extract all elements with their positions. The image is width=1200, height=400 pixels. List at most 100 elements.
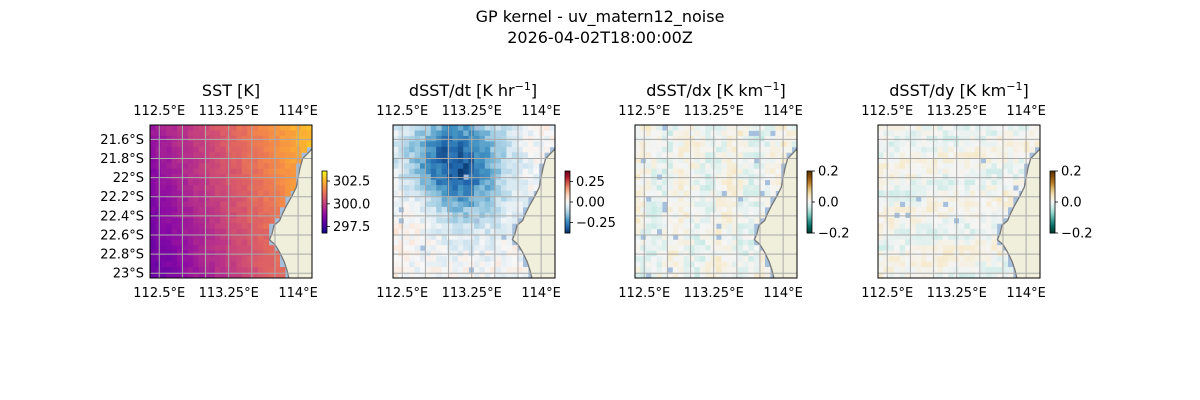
heatmap-cell [214, 245, 221, 252]
heatmap-cell [899, 245, 906, 252]
heatmap-cell [645, 163, 652, 170]
heatmap-cell [171, 168, 178, 175]
heatmap-cell [716, 179, 722, 186]
lat-tick-label: 22.6°S [100, 228, 144, 243]
heatmap-cell [726, 130, 733, 137]
heatmap-cell [425, 190, 432, 197]
heatmap-cell [160, 245, 167, 252]
heatmap-cell [295, 152, 302, 159]
colorbar-step [322, 177, 327, 180]
heatmap-cell [506, 146, 513, 153]
heatmap-cell [247, 179, 253, 186]
heatmap-cell [198, 261, 205, 268]
heatmap-cell [899, 206, 906, 213]
heatmap-cell [252, 201, 259, 208]
colorbar-1: 0.250.00−0.25 [564, 170, 616, 234]
heatmap-cell [721, 201, 728, 208]
heatmap-cell [425, 261, 432, 268]
heatmap-cell [231, 163, 237, 170]
heatmap-cell [1007, 163, 1014, 170]
colorbar-step [322, 193, 327, 197]
heatmap-cell [921, 261, 927, 268]
heatmap-cell [921, 201, 927, 208]
heatmap-cell [1013, 130, 1019, 137]
heatmap-cell [204, 163, 210, 170]
heatmap-cell [204, 261, 210, 268]
heatmap-cell [964, 190, 971, 197]
heatmap-cell [268, 185, 275, 191]
heatmap-cell [533, 163, 540, 170]
heatmap-cell [775, 179, 782, 186]
heatmap-cell [975, 267, 981, 273]
heatmap-cell [490, 196, 496, 202]
heatmap-cell [160, 168, 167, 175]
heatmap-cell [910, 141, 917, 148]
heatmap-cell [948, 201, 954, 208]
heatmap-cell [959, 179, 965, 186]
heatmap-cell [721, 196, 728, 202]
heatmap-cell [214, 234, 221, 241]
heatmap-cell [258, 179, 264, 186]
heatmap-cell [964, 239, 971, 246]
heatmap-cell [964, 152, 971, 159]
colorbar-step [1050, 175, 1055, 178]
heatmap-cell [414, 163, 421, 170]
heatmap-cell [716, 146, 722, 153]
heatmap-cell [279, 130, 286, 137]
heatmap-cell [640, 223, 647, 230]
heatmap-cell [667, 141, 674, 148]
heatmap-cell [743, 234, 749, 241]
heatmap-cell [474, 163, 480, 170]
heatmap-cell [495, 217, 502, 224]
heatmap-cell [511, 196, 518, 202]
heatmap-cell [495, 245, 502, 252]
heatmap-cell [716, 206, 722, 213]
heatmap-cell [980, 179, 987, 186]
heatmap-cell [430, 272, 437, 278]
heatmap-cell [888, 196, 895, 202]
heatmap-cell [969, 228, 976, 235]
heatmap-cell [948, 217, 954, 224]
heatmap-cell [937, 261, 944, 268]
heatmap-cell [705, 206, 711, 213]
heatmap-cell [964, 179, 971, 186]
heatmap-cell [878, 146, 884, 153]
heatmap-cell [452, 141, 459, 148]
heatmap-cell [414, 201, 421, 208]
heatmap-cell [748, 239, 755, 246]
heatmap-cell [274, 179, 280, 186]
heatmap-cell [986, 141, 992, 148]
heatmap-cell [969, 267, 976, 273]
heatmap-cell [915, 239, 922, 246]
heatmap-cell [398, 201, 405, 208]
heatmap-cell [463, 206, 469, 213]
heatmap-cell [743, 141, 749, 148]
heatmap-cell [441, 234, 448, 241]
heatmap-cell [888, 190, 895, 197]
heatmap-cell [398, 185, 405, 191]
heatmap-cell [986, 179, 992, 186]
heatmap-cell [996, 163, 1003, 170]
heatmap-cell [975, 217, 981, 224]
heatmap-cell [495, 179, 502, 186]
heatmap-cell [436, 217, 442, 224]
heatmap-cell [166, 267, 172, 273]
heatmap-cell [878, 152, 884, 159]
heatmap-cell [753, 190, 760, 197]
heatmap-cell [959, 163, 965, 170]
heatmap-cell [905, 272, 911, 278]
heatmap-cell [160, 179, 167, 186]
heatmap-cell [959, 245, 965, 252]
heatmap-cell [166, 228, 172, 235]
lon-tick-label-top: 114°E [521, 104, 561, 119]
heatmap-cell [753, 272, 760, 278]
heatmap-cell [791, 125, 797, 131]
heatmap-cell [980, 267, 987, 273]
heatmap-cell [409, 157, 415, 164]
heatmap-cell [457, 272, 464, 278]
heatmap-cell [748, 223, 755, 230]
heatmap-cell [980, 125, 987, 131]
heatmap-cell [667, 239, 674, 246]
heatmap-cell [732, 130, 738, 137]
heatmap-cell [921, 228, 927, 235]
